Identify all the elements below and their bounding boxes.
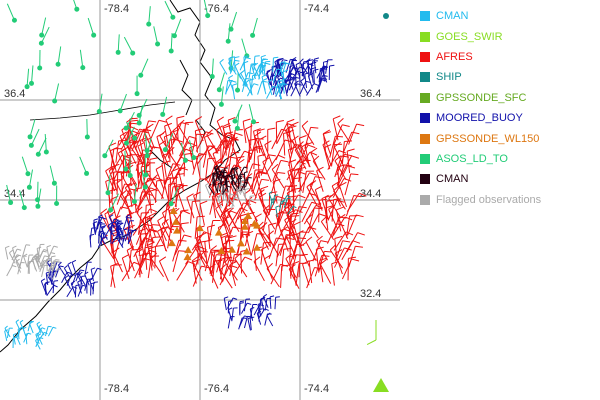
legend-swatch: [420, 174, 430, 185]
legend-swatch: [420, 51, 430, 62]
legend-label: GPSSONDE_WL150: [436, 132, 540, 145]
lon-label-top: -76.4: [204, 3, 229, 15]
map-canvas: -78.4 -76.4 -74.4 -78.4 -76.4 -74.4 36.4…: [0, 0, 400, 400]
lat-label-right: 34.4: [360, 188, 381, 200]
legend-swatch: [420, 72, 430, 83]
inland-water: [149, 59, 206, 169]
legend-label: Flagged observations: [436, 193, 542, 206]
legend-item: AFRES: [420, 47, 598, 67]
lat-label-left: 36.4: [4, 88, 25, 100]
legend-item: SHIP: [420, 67, 598, 87]
legend-label: GPSSONDE_SFC: [436, 91, 527, 104]
legend-label: CMAN: [436, 10, 469, 23]
legend-swatch: [420, 92, 430, 103]
legend-swatch: [420, 133, 430, 144]
lat-label-right: 32.4: [360, 288, 381, 300]
legend-item: Flagged observations: [420, 190, 598, 210]
state-border: [29, 101, 176, 121]
legend-item: GOES_SWIR: [420, 26, 598, 46]
lon-label-bottom: -76.4: [204, 383, 229, 395]
lon-label-top: -74.4: [304, 3, 329, 15]
legend-swatch: [420, 194, 430, 205]
legend-swatch: [420, 113, 430, 124]
legend-label: AFRES: [436, 50, 473, 63]
observation-layer: [4, 0, 389, 392]
legend-swatch: [420, 11, 430, 22]
lon-label-bottom: -74.4: [304, 383, 329, 395]
legend-item: MOORED_BUOY: [420, 108, 598, 128]
legend: CMAN GOES_SWIR AFRES SHIP GPSSONDE_SFC MOORED…: [420, 6, 598, 210]
legend-label: ASOS_LD_TO: [436, 152, 508, 165]
legend-item: ASOS_LD_TO: [420, 149, 598, 169]
legend-swatch: [420, 31, 430, 42]
legend-item: GPSSONDE_WL150: [420, 128, 598, 148]
legend-swatch: [420, 153, 430, 164]
legend-label: GOES_SWIR: [436, 30, 503, 43]
legend-label: CMAN: [436, 173, 469, 186]
legend-label: SHIP: [436, 71, 462, 84]
legend-item: GPSSONDE_SFC: [420, 88, 598, 108]
lat-label-right: 36.4: [360, 88, 381, 100]
legend-item: CMAN: [420, 6, 598, 26]
legend-label: MOORED_BUOY: [436, 112, 523, 125]
lon-label-top: -78.4: [104, 3, 129, 15]
legend-item: CMAN: [420, 169, 598, 189]
coastline: [0, 0, 241, 353]
map-panel: -78.4 -76.4 -74.4 -78.4 -76.4 -74.4 36.4…: [0, 0, 400, 400]
lon-label-bottom: -78.4: [104, 383, 129, 395]
